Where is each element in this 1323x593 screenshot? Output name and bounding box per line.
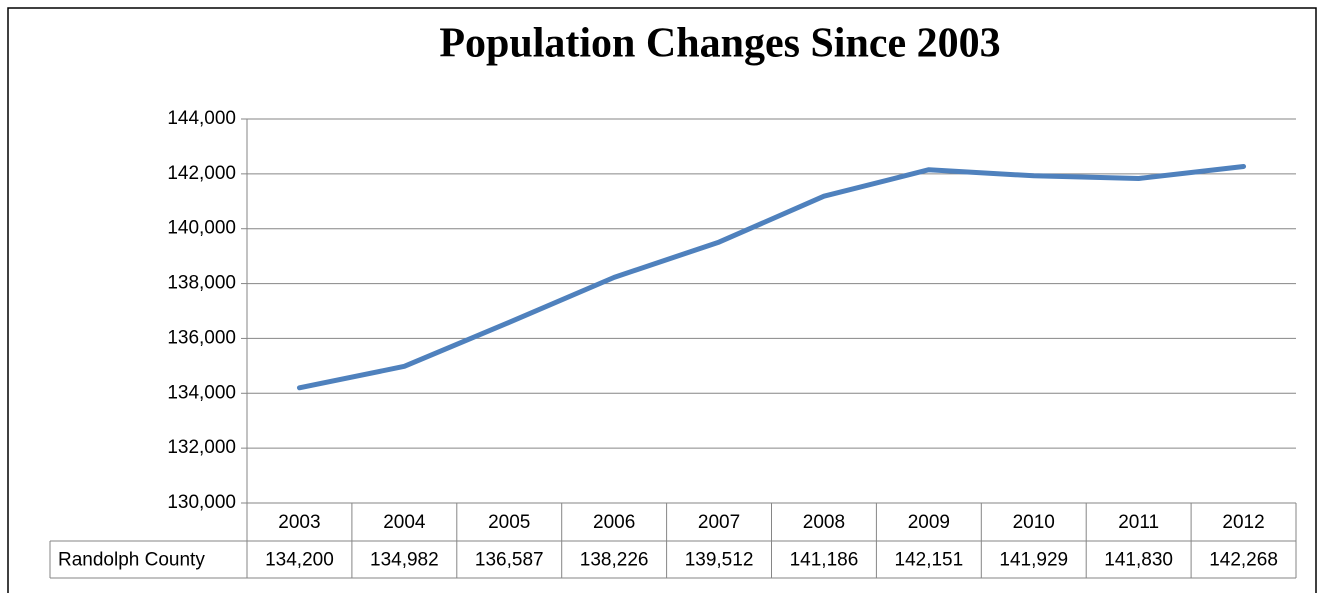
data-table-value: 139,512	[685, 550, 754, 571]
x-tick-label: 2005	[488, 512, 530, 533]
x-tick-label: 2006	[593, 512, 635, 533]
data-table-value: 142,151	[895, 550, 964, 571]
y-tick-label: 130,000	[167, 492, 236, 513]
data-table-value: 138,226	[580, 550, 649, 571]
data-table-value: 142,268	[1209, 550, 1278, 571]
y-tick-label: 142,000	[167, 163, 236, 184]
y-tick-label: 132,000	[167, 437, 236, 458]
chart-title: Population Changes Since 2003	[439, 21, 1000, 67]
x-tick-label: 2004	[383, 512, 426, 533]
y-tick-label: 134,000	[167, 382, 236, 403]
x-tick-label: 2010	[1013, 512, 1055, 533]
data-table-value: 136,587	[475, 550, 544, 571]
legend-label: Randolph County	[58, 550, 205, 571]
x-tick-label: 2003	[278, 512, 320, 533]
data-table-value: 134,200	[265, 550, 334, 571]
x-tick-label: 2007	[698, 512, 740, 533]
y-tick-label: 138,000	[167, 273, 236, 294]
data-table-value: 141,929	[999, 550, 1068, 571]
data-table-value: 141,186	[790, 550, 859, 571]
y-tick-label: 144,000	[167, 108, 236, 129]
chart-border	[7, 7, 1317, 593]
x-tick-label: 2012	[1222, 512, 1264, 533]
x-tick-label: 2008	[803, 512, 845, 533]
data-line	[296, 164, 1247, 391]
y-tick-label: 140,000	[167, 218, 236, 239]
x-tick-label: 2009	[908, 512, 950, 533]
x-tick-label: 2011	[1118, 512, 1159, 533]
data-table-value: 141,830	[1104, 550, 1173, 571]
data-table-value: 134,982	[370, 550, 439, 571]
y-tick-label: 136,000	[167, 327, 236, 348]
